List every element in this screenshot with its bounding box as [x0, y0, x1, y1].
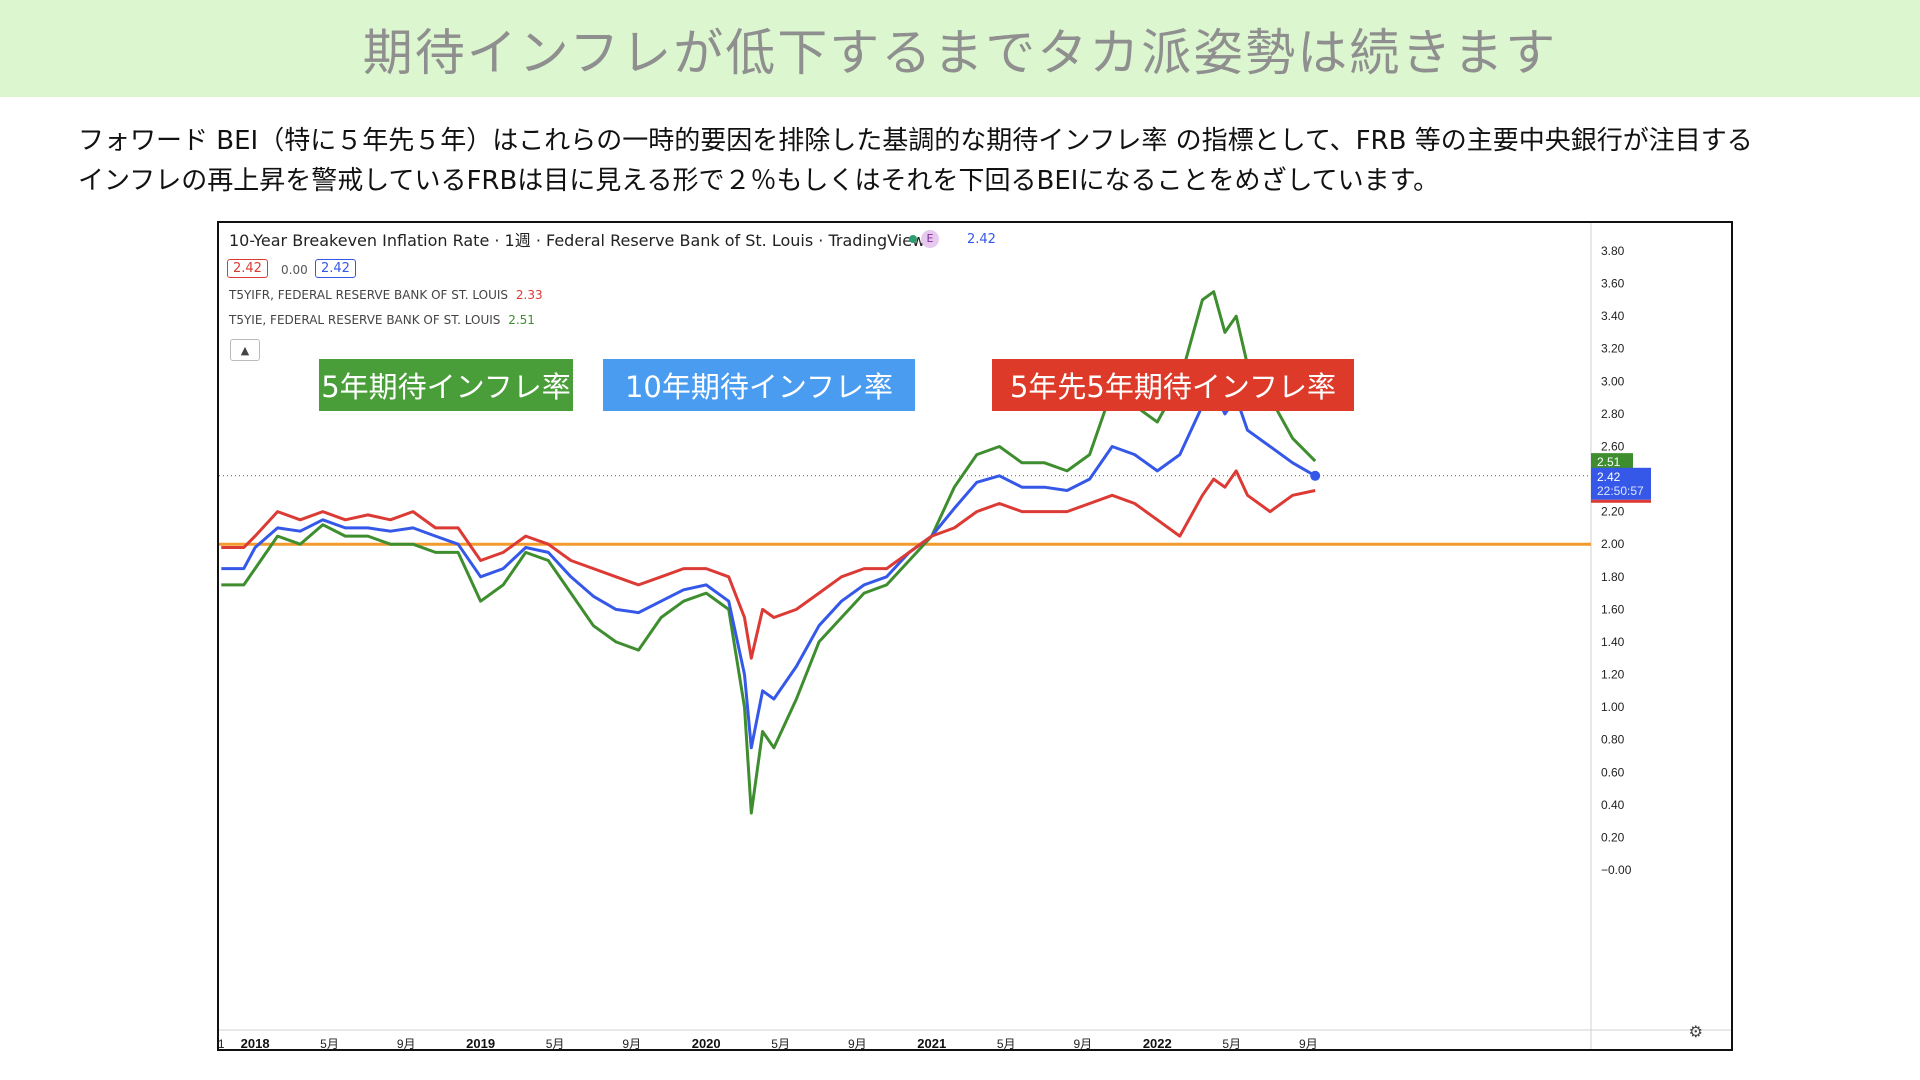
- y-tick-label: 2.00: [1601, 537, 1625, 551]
- x-tick-label: 1: [219, 1037, 225, 1049]
- price-label-red-tag: [1591, 499, 1651, 503]
- label-10y-inflation-text: 10年期待インフレ率: [624, 370, 894, 404]
- x-tick-label: 9月: [1299, 1037, 1318, 1049]
- legend-t5yie-label: T5YIE, FEDERAL RESERVE BANK OF ST. LOUIS: [229, 313, 501, 327]
- slide-title: 期待インフレが低下するまでタカ派姿勢は続きます: [362, 23, 1558, 82]
- y-tick-label: 0.40: [1601, 798, 1625, 812]
- x-tick-label: 9月: [848, 1037, 867, 1049]
- x-tick-label: 5月: [997, 1037, 1016, 1049]
- last-value-dot: [1310, 470, 1321, 481]
- x-tick-label: 5月: [1222, 1037, 1241, 1049]
- y-tick-label: 1.60: [1601, 602, 1625, 616]
- y-tick-label: 3.80: [1601, 244, 1625, 258]
- x-tick-label: 5月: [320, 1037, 339, 1049]
- label-5y-inflation-text: 5年期待インフレ率: [321, 370, 571, 404]
- chart-main-title: 10-Year Breakeven Inflation Rate · 1週 · …: [229, 231, 926, 250]
- settings-gear-icon[interactable]: ⚙: [1688, 1022, 1703, 1041]
- x-tick-label: 2022: [1143, 1036, 1172, 1049]
- x-tick-label: 5月: [546, 1037, 565, 1049]
- x-tick-label: 5月: [771, 1037, 790, 1049]
- y-tick-label: 1.00: [1601, 700, 1625, 714]
- y-tick-label: 2.60: [1601, 439, 1625, 453]
- description-line-1: フォワード BEI（特に５年先５年）はこれらの一時的要因を排除した基調的な期待イ…: [78, 126, 1753, 156]
- price-label-green: 2.51: [1597, 455, 1621, 469]
- x-tick-label: 2020: [692, 1036, 721, 1049]
- chart-canvas[interactable]: 3.803.603.403.203.002.802.602.402.202.00…: [219, 223, 1731, 1049]
- y-tick-label: −0.00: [1601, 863, 1632, 877]
- series-line-t5yie: [221, 290, 1317, 815]
- collapse-legend-button[interactable]: ▲: [230, 339, 260, 361]
- title-band: 期待インフレが低下するまでタカ派姿勢は続きます: [0, 0, 1920, 97]
- y-tick-label: 1.20: [1601, 668, 1625, 682]
- y-tick-label: 3.40: [1601, 309, 1625, 323]
- status-dot-icon: [909, 235, 917, 243]
- y-tick-label: 1.40: [1601, 635, 1625, 649]
- value-box-left[interactable]: 2.42: [227, 259, 268, 278]
- chart-frame[interactable]: 3.803.603.403.203.002.802.602.402.202.00…: [217, 221, 1733, 1051]
- y-tick-label: 1.80: [1601, 570, 1625, 584]
- y-tick-label: 0.80: [1601, 733, 1625, 747]
- earnings-badge[interactable]: E: [921, 230, 939, 248]
- y-tick-label: 2.80: [1601, 407, 1625, 421]
- x-tick-label: 2018: [241, 1036, 270, 1049]
- y-tick-label: 2.20: [1601, 505, 1625, 519]
- price-label-green-bg: [1591, 453, 1633, 470]
- description-line-2: インフレの再上昇を警戒しているFRBは目に見える形で２％もしくはそれを下回るBE…: [78, 166, 1440, 196]
- chevron-up-icon: ▲: [240, 343, 250, 357]
- series-line-t5yifr: [221, 469, 1316, 660]
- label-10y-inflation: 10年期待インフレ率: [603, 359, 915, 411]
- x-tick-label: 2019: [466, 1036, 495, 1049]
- main-value: 2.42: [967, 231, 996, 247]
- value-box-mid: 0.00: [281, 263, 308, 277]
- y-tick-label: 0.60: [1601, 765, 1625, 779]
- label-5y5y-inflation: 5年先5年期待インフレ率: [992, 359, 1354, 411]
- legend-t5yie[interactable]: T5YIE, FEDERAL RESERVE BANK OF ST. LOUIS…: [229, 313, 535, 327]
- x-tick-label: 9月: [397, 1037, 416, 1049]
- legend-t5yifr-label: T5YIFR, FEDERAL RESERVE BANK OF ST. LOUI…: [229, 288, 509, 302]
- y-tick-label: 3.00: [1601, 374, 1625, 388]
- legend-t5yifr-value: 2.33: [515, 288, 543, 302]
- label-5y5y-inflation-text: 5年先5年期待インフレ率: [1009, 370, 1337, 404]
- legend-t5yifr[interactable]: T5YIFR, FEDERAL RESERVE BANK OF ST. LOUI…: [229, 288, 543, 302]
- value-box-right[interactable]: 2.42: [315, 259, 356, 278]
- x-tick-label: 9月: [1074, 1037, 1093, 1049]
- y-tick-label: 3.60: [1601, 277, 1625, 291]
- status-badge: E 2.42: [909, 230, 996, 248]
- x-tick-label: 2021: [917, 1036, 946, 1049]
- label-5y-inflation: 5年期待インフレ率: [319, 359, 573, 411]
- x-tick-label: 9月: [622, 1037, 641, 1049]
- legend-t5yie-value: 2.51: [508, 313, 535, 327]
- y-tick-label: 0.20: [1601, 830, 1625, 844]
- price-label-blue: 2.42: [1597, 470, 1621, 484]
- y-tick-label: 3.20: [1601, 342, 1625, 356]
- series-line-t10yie: [221, 388, 1316, 750]
- price-label-blue-bg: [1591, 467, 1651, 500]
- price-label-blue-time: 22:50:57: [1597, 484, 1644, 498]
